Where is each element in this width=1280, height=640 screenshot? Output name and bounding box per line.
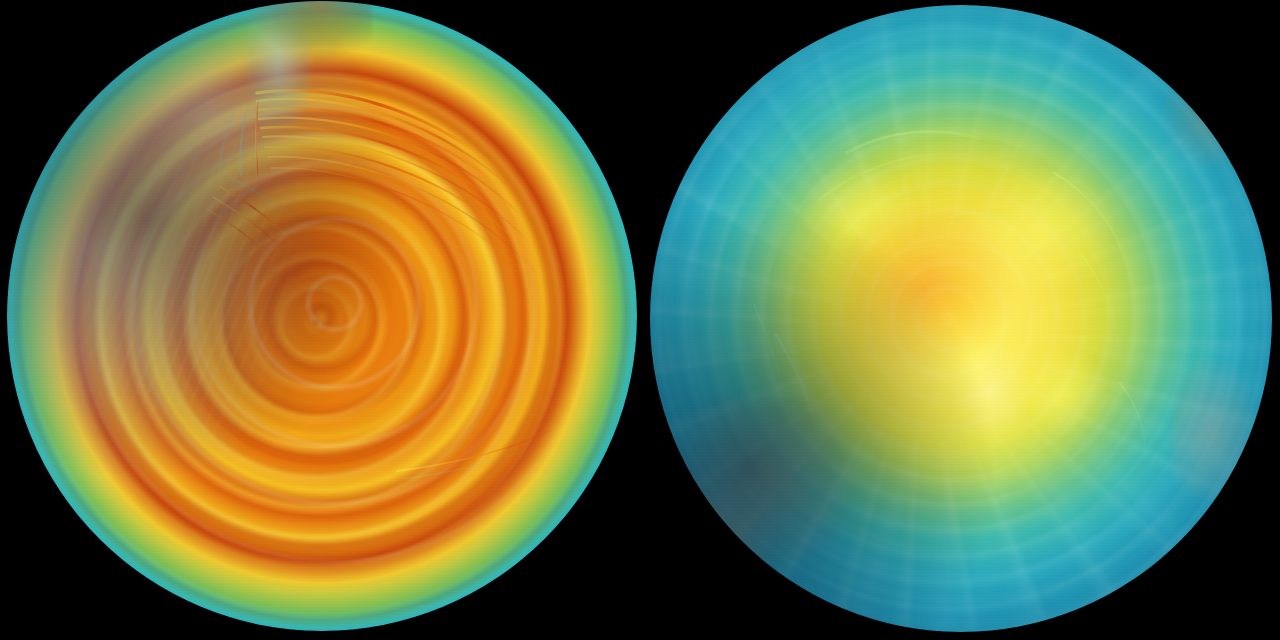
- south-polar-globe[interactable]: South Polar View: [7, 1, 637, 631]
- north-globe-scanline-grain: [650, 5, 1272, 632]
- north-globe-limb-shading: [650, 5, 1272, 632]
- north-polar-globe[interactable]: North Polar View: [650, 5, 1272, 632]
- south-globe-scanline-grain: [7, 1, 637, 631]
- south-globe-limb-shading: [7, 1, 637, 631]
